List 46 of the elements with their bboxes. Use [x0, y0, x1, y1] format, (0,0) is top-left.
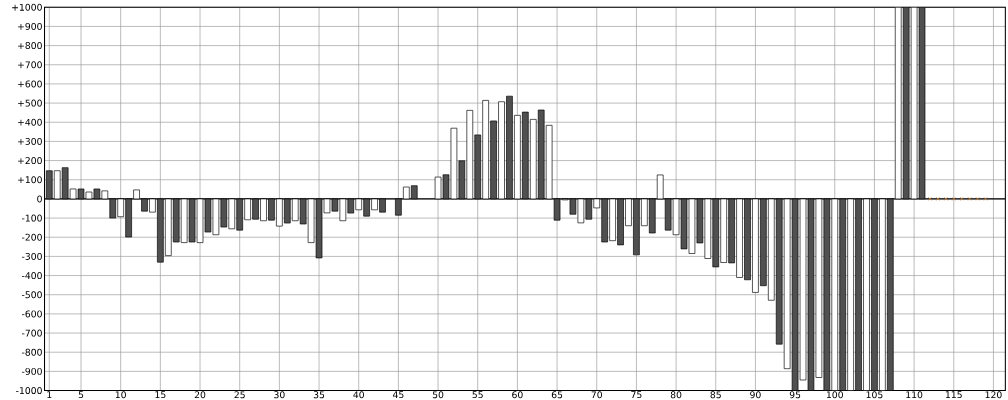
- x-tick-label: 95: [789, 391, 801, 399]
- y-tick-label: +600: [18, 80, 42, 88]
- x-tick-label: 90: [750, 391, 761, 399]
- y-tick-label: +800: [18, 41, 42, 49]
- x-tick-label: 30: [274, 391, 285, 399]
- y-tick-label: +400: [18, 118, 42, 126]
- x-tick-label: 70: [591, 391, 602, 399]
- x-tick-label: 10: [115, 391, 126, 399]
- x-tick-label: 115: [945, 391, 962, 398]
- x-tick-label: 75: [631, 391, 642, 398]
- x-tick-label: 15: [155, 391, 166, 398]
- y-tick-label: -200: [21, 233, 42, 241]
- x-tick-label: 105: [866, 391, 883, 399]
- x-tick-label: 5: [78, 391, 84, 398]
- x-tick-label: 80: [670, 391, 682, 399]
- x-tick-label: 20: [194, 391, 206, 399]
- y-tick-label: -800: [21, 348, 42, 356]
- y-tick-label: +900: [18, 22, 42, 30]
- x-tick-label: 1: [47, 391, 52, 398]
- y-tick-label: +100: [18, 176, 42, 184]
- y-tick-label: 0: [37, 195, 42, 203]
- x-tick-label: 110: [906, 391, 923, 399]
- x-tick-label: 60: [512, 391, 523, 399]
- y-tick-label: -300: [21, 252, 42, 260]
- y-tick-label: -700: [21, 329, 42, 337]
- y-tick-label: +1000: [12, 3, 42, 11]
- y-tick-label: -900: [21, 367, 42, 375]
- x-tick-label: 50: [432, 391, 444, 399]
- x-tick-label: 100: [826, 391, 843, 399]
- x-tick-label: 55: [472, 391, 483, 398]
- y-tick-label: +200: [18, 156, 42, 164]
- y-tick-label: -600: [21, 310, 42, 318]
- x-tick-label: 35: [313, 391, 325, 399]
- y-tick-label: +500: [18, 99, 42, 107]
- y-tick-label: +700: [18, 61, 42, 69]
- y-tick-label: -500: [21, 291, 42, 298]
- y-tick-label: -1000: [16, 386, 42, 394]
- x-tick-label: 45: [392, 391, 404, 398]
- x-tick-label: 25: [234, 391, 245, 399]
- x-tick-label: 40: [353, 391, 364, 399]
- y-tick-label: -100: [21, 214, 42, 222]
- y-tick-label: +300: [18, 137, 42, 145]
- x-tick-label: 120: [985, 391, 1002, 399]
- x-tick-label: 65: [551, 391, 563, 399]
- x-tick-label: 85: [710, 391, 721, 399]
- y-tick-label: -400: [21, 271, 42, 279]
